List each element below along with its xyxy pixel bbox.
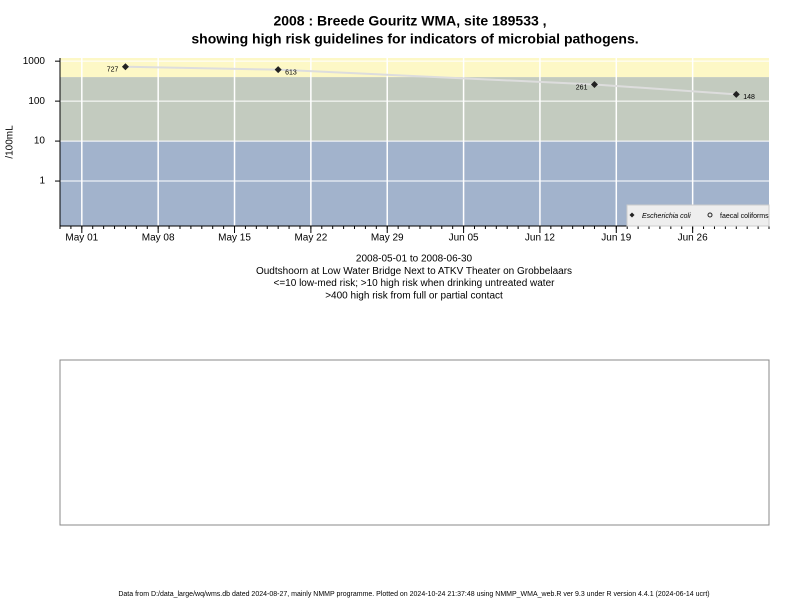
- y-tick-label: 10: [34, 136, 46, 147]
- data-point: [274, 66, 282, 74]
- y-tick-label: 100: [28, 96, 45, 107]
- data-label: 727: [107, 67, 119, 74]
- risk-band: [60, 77, 769, 142]
- y-axis-label: /100mL: [5, 125, 16, 159]
- x-tick-label: May 22: [294, 233, 327, 244]
- x-tick-label: Jun 19: [601, 233, 631, 244]
- data-point: [121, 63, 129, 71]
- data-label: 261: [576, 84, 588, 91]
- legend-label: faecal coliforms: [720, 213, 769, 220]
- x-axis-label: 2008-05-01 to 2008-06-30: [356, 254, 473, 265]
- legend-label: Escherichia coli: [642, 213, 691, 220]
- x-tick-label: Jun 26: [678, 233, 708, 244]
- legend-marker: [629, 212, 635, 218]
- x-tick-label: May 08: [142, 233, 175, 244]
- y-tick-label: 1: [39, 176, 45, 187]
- chart-title: 2008 : Breede Gouritz WMA, site 189533 ,: [273, 13, 546, 29]
- data-label: 613: [285, 70, 297, 77]
- empty-panel: [59, 359, 770, 526]
- y-tick-label: 1000: [23, 56, 46, 67]
- x-axis-label: Oudtshoorn at Low Water Bridge Next to A…: [256, 266, 572, 277]
- chart-subtitle: showing high risk guidelines for indicat…: [191, 31, 638, 47]
- x-tick-label: Jun 05: [449, 233, 479, 244]
- legend-marker: [707, 212, 713, 218]
- x-tick-label: May 29: [371, 233, 404, 244]
- x-axis-label: >400 high risk from full or partial cont…: [325, 291, 503, 302]
- x-tick-label: May 15: [218, 233, 251, 244]
- x-tick-label: May 01: [65, 233, 98, 244]
- x-axis-label: <=10 low-med risk; >10 high risk when dr…: [274, 278, 556, 289]
- data-point: [590, 80, 598, 88]
- risk-band: [60, 58, 769, 78]
- data-point: [732, 90, 740, 98]
- legend: [626, 204, 770, 227]
- series-line: [125, 65, 737, 96]
- data-label: 148: [743, 94, 755, 101]
- footer: Data from D:/data_large/wq/wms.db dated …: [118, 591, 709, 598]
- x-tick-label: Jun 12: [525, 233, 555, 244]
